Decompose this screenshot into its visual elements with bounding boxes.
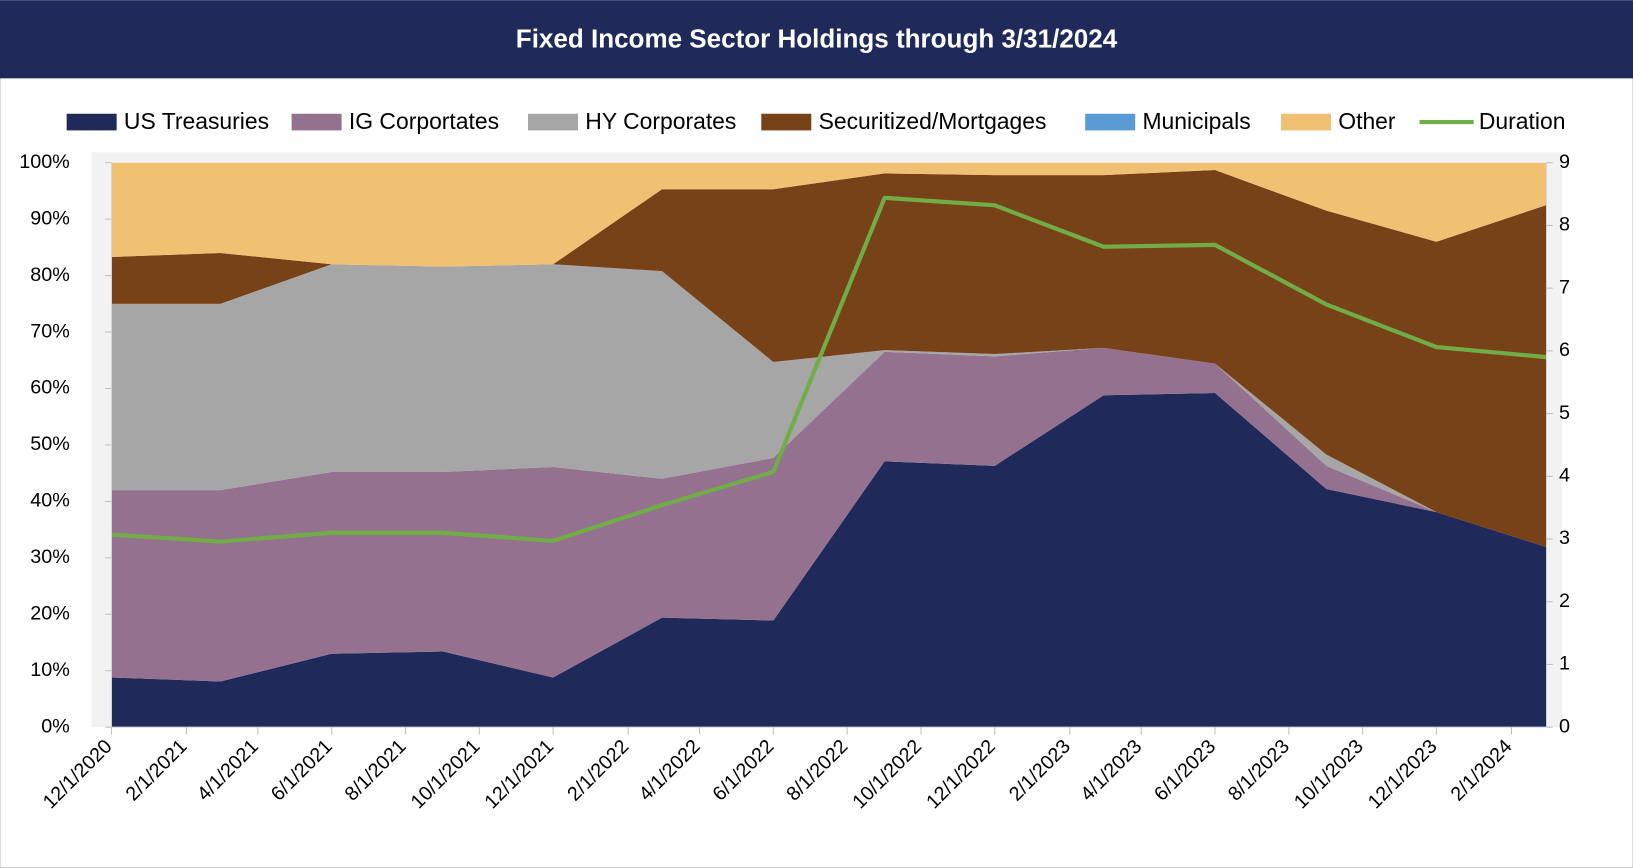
y2-tick-label: 9 — [1559, 151, 1570, 173]
y-tick-label: 100% — [19, 151, 70, 173]
y-tick-label: 10% — [30, 659, 70, 681]
chart-title: Fixed Income Sector Holdings through 3/3… — [516, 24, 1118, 54]
legend-swatch — [1280, 113, 1331, 131]
y2-tick-label: 4 — [1559, 465, 1570, 487]
legend-swatch — [528, 113, 579, 131]
legend-label: US Treasuries — [124, 108, 269, 134]
y-tick-label: 40% — [30, 490, 70, 512]
area — [111, 170, 1547, 548]
y2-tick-label: 8 — [1559, 214, 1570, 236]
legend-swatch — [291, 113, 342, 131]
legend-swatch — [66, 113, 117, 131]
y2-tick-label: 7 — [1559, 276, 1570, 298]
y-tick-label: 80% — [30, 264, 70, 286]
y2-tick-label: 5 — [1559, 402, 1570, 424]
duration-line — [111, 195, 1547, 544]
legend-label: IG Corportates — [349, 108, 499, 134]
y2-tick-label: 1 — [1559, 653, 1570, 675]
area — [111, 347, 1547, 682]
y-tick-label: 70% — [30, 320, 70, 342]
legend-swatch — [761, 113, 812, 131]
y-tick-label: 30% — [30, 546, 70, 568]
legend-swatch — [1085, 113, 1136, 131]
y2-tick-label: 0 — [1559, 715, 1570, 737]
y-tick-label: 50% — [30, 433, 70, 455]
y2-tick-label: 2 — [1559, 590, 1570, 612]
legend-label: Municipals — [1142, 108, 1250, 134]
area — [111, 162, 1547, 267]
y2-tick-label: 6 — [1559, 339, 1570, 361]
y-tick-label: 20% — [30, 602, 70, 624]
area — [111, 393, 1547, 728]
y-tick-label: 90% — [30, 207, 70, 229]
y2-tick-label: 3 — [1559, 527, 1570, 549]
y-tick-label: 60% — [30, 377, 70, 399]
legend-label: Securitized/Mortgages — [819, 108, 1047, 134]
legend-label: Other — [1338, 108, 1396, 134]
y-tick-label: 0% — [41, 715, 70, 737]
legend-label: Duration — [1479, 108, 1566, 134]
header-bar — [0, 0, 1633, 79]
legend-label: HY Corporates — [585, 108, 736, 134]
area — [111, 264, 1547, 548]
